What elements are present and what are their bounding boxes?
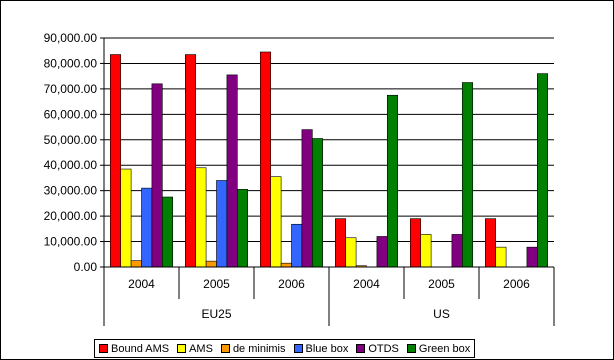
y-tick-label: 50,000.00 [44,133,98,147]
y-tick-label: 30,000.00 [44,184,98,198]
bar-bound-ams [185,54,197,268]
x-category-label: 2004 [353,277,380,291]
y-tick-label: 80,000.00 [44,56,98,70]
bar-ams [420,234,432,268]
legend-item: Blue box [293,342,349,355]
x-group-label: US [433,307,450,321]
bar-blue-box [216,180,228,268]
x-group-label: EU25 [201,307,231,321]
bar-ams [270,176,282,268]
bar-otds [226,74,238,268]
legend-label: de minimis [232,342,286,355]
y-tick-label: 0.00 [74,260,98,274]
bar-bound-ams [409,218,421,268]
legend-label: Blue box [305,342,349,355]
legend-item: Bound AMS [99,343,169,355]
bar-green-box [461,82,473,268]
y-tick-label: 20,000.00 [44,209,98,223]
legend-label: Bound AMS [111,342,170,355]
chart-plot: 0.00 10,000.00 20,000.00 30,000.00 40,000.00… [44,31,555,326]
plot-area [104,38,554,267]
legend-swatch [356,344,366,353]
bar-ams [345,237,357,268]
bar-de-minimis [130,260,142,268]
bar-green-box [311,138,323,268]
bar-ams [195,167,207,268]
bar-blue-box [291,223,303,268]
legend-label: OTDS [368,342,399,355]
bar-otds [301,129,313,268]
bar-green-box [386,94,398,268]
bar-otds [151,83,163,268]
legend: Bound AMS AMS de minimis Blue box OTDS Green … [94,339,476,358]
y-tick-label: 40,000.00 [44,158,98,172]
y-tick-label: 90,000.00 [44,31,98,45]
y-tick-label: 70,000.00 [44,82,98,96]
x-category-label: 2005 [428,277,455,291]
bar-de-minimis [280,262,292,268]
bar-ams [120,168,132,268]
legend-swatch [406,344,416,353]
x-category-label: 2005 [203,277,230,291]
legend-swatch [177,344,187,353]
x-category-label: 2004 [128,277,155,291]
bar-otds [451,234,463,268]
bar-bound-ams [334,218,346,268]
bar-bound-ams [259,51,271,268]
legend-label: Green box [418,342,471,355]
x-category-label: 2006 [278,277,305,291]
bar-bound-ams [484,218,496,268]
bar-otds [526,246,538,268]
legend-item: de minimis [220,342,286,355]
y-tick-label: 60,000.00 [44,107,98,121]
bar-green-box [237,189,249,268]
legend-label: AMS [189,342,213,355]
bar-green-box [536,73,548,268]
bar-blue-box [141,187,153,268]
legend-item: OTDS [356,343,399,355]
bar-otds [376,236,388,268]
legend-swatch [99,344,108,353]
x-category-label: 2006 [503,277,530,291]
bar-de-minimis [205,260,217,268]
legend-item: AMS [177,343,213,355]
bar-bound-ams [110,54,122,268]
y-tick-label: 10,000.00 [44,235,98,249]
bar-green-box [162,196,174,268]
legend-swatch [293,344,303,353]
legend-swatch [220,344,230,353]
legend-item: Green box [406,342,471,355]
bar-ams [495,246,507,268]
